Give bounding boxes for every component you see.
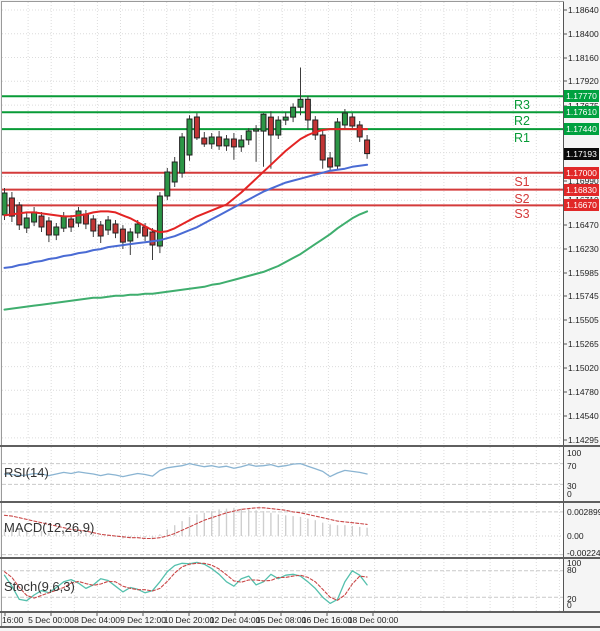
label-r2: R2 xyxy=(514,114,530,128)
time-axis-label: 12 Dec 04:00 xyxy=(209,615,261,625)
grid-layer xyxy=(2,2,563,611)
ma-slow-line xyxy=(3,210,369,311)
badge-s3: 1.16670 xyxy=(564,199,599,211)
label-s2: S2 xyxy=(514,192,530,206)
stoch-d-line xyxy=(3,562,368,601)
candles-layer xyxy=(1,67,371,260)
badge-s2: 1.16830 xyxy=(564,184,599,196)
chart-border-left xyxy=(1,1,2,627)
time-axis-label: 15 Dec 08:00 xyxy=(255,615,307,625)
price-axis-tick: 1.16990 xyxy=(568,176,599,186)
rsi-scale-30: 30 xyxy=(567,481,577,491)
macd-histogram xyxy=(3,507,368,540)
rsi-line xyxy=(3,462,368,478)
label-r1: R1 xyxy=(514,131,530,145)
time-axis-label: 9 Dec 12:00 xyxy=(120,615,166,625)
badge-r3: 1.17770 xyxy=(564,90,599,102)
price-axis-tick: 1.16470 xyxy=(568,220,599,230)
chart-border-bottom xyxy=(0,626,600,628)
price-axis-tick: 1.15020 xyxy=(568,363,599,373)
badge-s1: 1.17000 xyxy=(564,167,599,179)
divider-stoch-timeaxis xyxy=(0,611,600,613)
divider-main-rsi xyxy=(0,445,600,447)
price-axis-tick: 1.15745 xyxy=(568,291,599,301)
price-axis-tick: 1.15985 xyxy=(568,268,599,278)
macd-signal-line xyxy=(3,507,368,540)
price-axis-tick: 1.15265 xyxy=(568,339,599,349)
support-lines xyxy=(2,171,563,207)
price-axis-tick: 1.14295 xyxy=(568,435,599,445)
rsi-scale-100: 100 xyxy=(567,448,582,458)
stoch-scale-0: 0 xyxy=(567,600,572,610)
time-axis-label: 16 Dec 16:00 xyxy=(301,615,353,625)
ma-fast-line xyxy=(3,128,369,234)
rsi-scale-70: 70 xyxy=(567,461,577,471)
badge-r1: 1.17440 xyxy=(564,123,599,135)
stoch-scale-20: 20 xyxy=(567,594,577,604)
rsi-label: RSI(14) xyxy=(4,465,49,480)
price-axis-tick: 1.16230 xyxy=(568,244,599,254)
chart-border-top xyxy=(1,1,564,2)
rsi-scale-0: 0 xyxy=(567,489,572,499)
time-axis-label: 8 Dec 04:00 xyxy=(74,615,120,625)
price-axis-tick: 1.14780 xyxy=(568,387,599,397)
ma-mid-line xyxy=(3,163,369,269)
label-s1: S1 xyxy=(514,175,530,189)
price-axis-tick: 1.14540 xyxy=(568,411,599,421)
time-axis-label: 5 Dec 00:00 xyxy=(28,615,74,625)
time-axis-label: 16:00 xyxy=(2,615,24,625)
badge-r2: 1.17610 xyxy=(564,106,599,118)
macd-scale-zero: 0.00 xyxy=(567,531,584,541)
price-axis-tick: 1.18160 xyxy=(568,53,599,63)
time-axis-label: 18 Dec 00:00 xyxy=(347,615,399,625)
stoch-scale-100: 100 xyxy=(567,558,582,568)
divider-macd-stoch xyxy=(0,557,600,559)
stoch-scale-80: 80 xyxy=(567,565,577,575)
price-axis-tick: 1.15505 xyxy=(568,315,599,325)
stoch-label: Stoch(9,6,3) xyxy=(4,579,75,594)
stoch-k-line xyxy=(3,561,368,605)
divider-rsi-macd xyxy=(0,501,600,503)
price-axis-tick: 1.17920 xyxy=(568,76,599,86)
label-s3: S3 xyxy=(514,207,530,221)
price-axis-tick: 1.18400 xyxy=(568,29,599,39)
resistance-lines xyxy=(2,95,563,131)
macd-label: MACD(12,26,9) xyxy=(4,520,95,535)
label-r3: R3 xyxy=(514,98,530,112)
price-axis-tick: 1.18640 xyxy=(568,5,599,15)
time-axis-label: 10 Dec 20:00 xyxy=(163,615,215,625)
badge-current-price: 1.17193 xyxy=(564,148,599,160)
macd-scale-high: 0.002899 xyxy=(567,507,600,517)
